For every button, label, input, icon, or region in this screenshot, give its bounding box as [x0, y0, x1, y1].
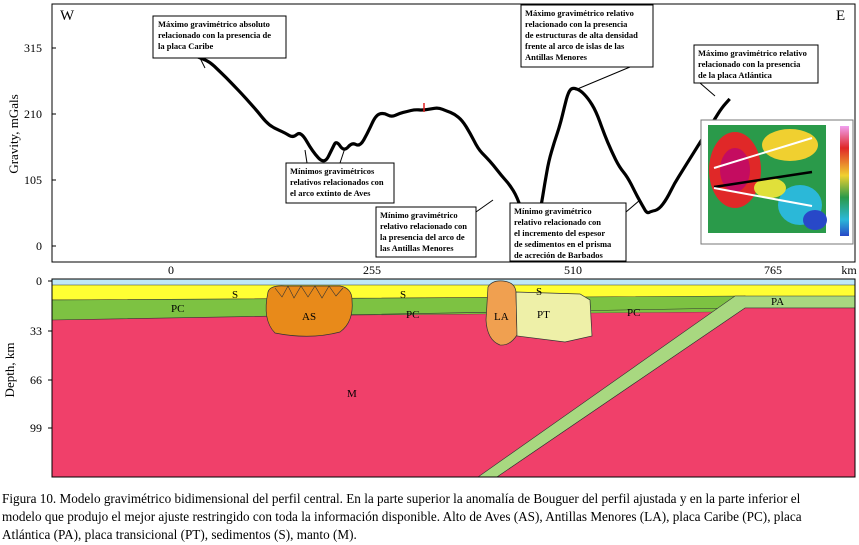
label-s-2: S	[400, 289, 406, 301]
aves-ridge-texture	[274, 285, 344, 299]
annotation-barbados-min: Mínimo gravimétrico relativo relacionado…	[509, 199, 641, 262]
gravity-panel: W E Gravity, mGals 315 210 105 0 0 255 5…	[6, 3, 857, 277]
label-as: AS	[302, 311, 316, 323]
annotation-antillas-high: Máximo gravimétrico relativo relacionado…	[520, 4, 654, 91]
aves-ridge-body	[265, 285, 353, 337]
water-layer	[52, 279, 855, 288]
label-pc-2: PC	[406, 309, 419, 321]
annotation-text: Mínimo gravimétrico relativo relacionado…	[380, 210, 469, 253]
density-model-panel: Depth, km 0 33 66 99 S	[2, 274, 856, 478]
label-s-3: S	[536, 286, 542, 298]
gravity-x-ticks: 0 255 510 765 km	[168, 263, 857, 277]
depth-tick-33: 33	[30, 324, 42, 338]
caption-line-2: modelo que produjo el mejor ajuste restr…	[2, 509, 802, 524]
xtick-255: 255	[363, 263, 381, 277]
inset-profile-central	[713, 170, 813, 189]
label-pa: PA	[771, 296, 784, 308]
annotation-antillas-min: Mínimo gravimétrico relativo relacionado…	[375, 199, 494, 258]
ytick-105: 105	[24, 173, 42, 187]
label-pc-1: PC	[171, 303, 184, 315]
x-unit: km	[841, 263, 857, 277]
annotation-box	[520, 4, 654, 68]
annotation-leader	[699, 82, 716, 97]
ytick-315: 315	[24, 41, 42, 55]
inset-gravity-map	[700, 119, 854, 245]
annotation-leader	[475, 199, 494, 213]
depth-axis-label: Depth, km	[2, 343, 17, 398]
depth-tick-0: 0	[36, 274, 42, 288]
annotation-leader	[199, 57, 206, 69]
annotation-box	[285, 162, 395, 204]
label-s-1: S	[232, 289, 238, 301]
annotation-text: Mínimo gravimétrico relativo relacionado…	[514, 206, 613, 260]
inset-profile-north	[713, 137, 813, 169]
transitional-plate	[515, 291, 593, 343]
gravity-axis-label: Gravity, mGals	[6, 94, 21, 173]
inset-profile-south	[713, 187, 813, 207]
model-frame	[51, 278, 856, 478]
ytick-210: 210	[24, 107, 42, 121]
annotation-aves-min: Mínimos gravimétricos relativos relacion…	[285, 147, 395, 204]
annotation-leader	[339, 147, 346, 164]
annotation-text: Mínimos gravimétricos relativos relacion…	[290, 166, 386, 198]
caption-line-3: Atlántica (PA), placa transicional (PT),…	[2, 527, 357, 542]
label-m: M	[347, 388, 357, 400]
annotation-box	[375, 206, 477, 258]
annotation-text: Máximo gravimétrico absoluto relacionado…	[158, 19, 273, 51]
annotation-text: Máximo gravimétrico relativo relacionado…	[525, 8, 640, 62]
depth-tick-99: 99	[30, 421, 42, 435]
figure: W E Gravity, mGals 315 210 105 0 0 255 5…	[2, 3, 857, 478]
annotation-box	[693, 44, 819, 84]
annotation-leader	[304, 149, 308, 164]
west-label: W	[60, 8, 75, 24]
east-label: E	[836, 8, 845, 24]
annotation-leader	[625, 199, 641, 213]
label-la: LA	[494, 311, 509, 323]
inset-anomaly-mid2	[754, 178, 786, 198]
label-pt: PT	[537, 309, 550, 321]
annotation-atlantica-max: Máximo gravimétrico relativo relacionado…	[693, 44, 819, 97]
xtick-510: 510	[564, 263, 582, 277]
figure-caption: Figura 10. Modelo gravimétrico bidimensi…	[2, 490, 857, 544]
label-pc-3: PC	[627, 307, 640, 319]
xtick-0: 0	[168, 263, 174, 277]
gravity-y-ticks: 315 210 105 0	[24, 41, 56, 253]
inset-anomaly-low2	[803, 210, 827, 230]
annotation-leader	[574, 66, 631, 91]
annotation-caribe-max: Máximo gravimétrico absoluto relacionado…	[152, 15, 287, 69]
depth-y-ticks: 0 33 66 99	[30, 274, 52, 435]
inset-color-scale	[840, 126, 849, 236]
atlantic-mantle	[496, 307, 855, 477]
annotation-box	[152, 15, 287, 59]
layer-labels: S S S PC PC PC AS LA PT PA M	[171, 286, 784, 400]
annotation-text: Máximo gravimétrico relativo relacionado…	[698, 48, 809, 80]
annotation-box	[509, 202, 627, 262]
mantle-fill	[52, 312, 725, 477]
ytick-0: 0	[36, 239, 42, 253]
gravity-curve	[170, 49, 731, 231]
depth-tick-66: 66	[30, 373, 42, 387]
caption-line-1: Figura 10. Modelo gravimétrico bidimensi…	[2, 491, 801, 506]
xtick-765: 765	[764, 263, 782, 277]
